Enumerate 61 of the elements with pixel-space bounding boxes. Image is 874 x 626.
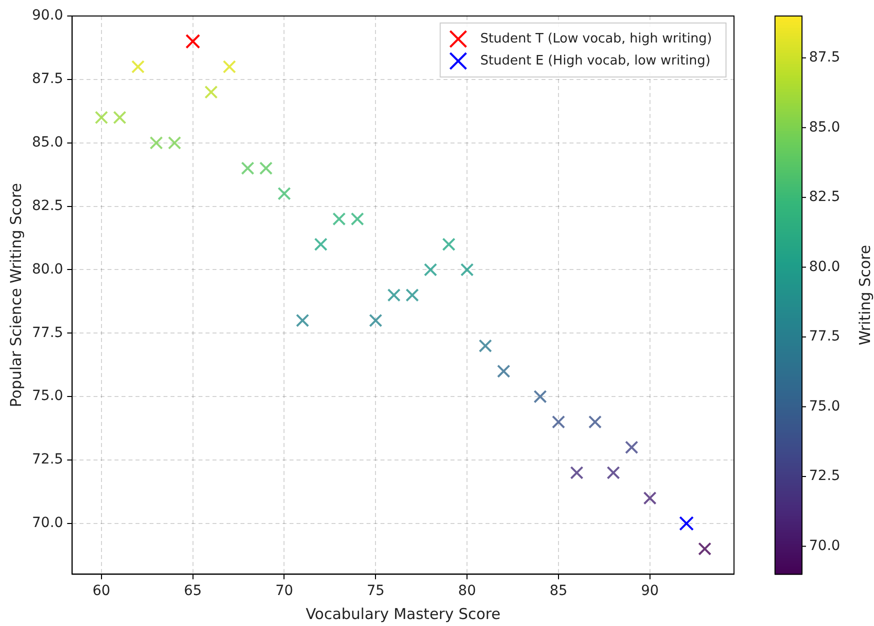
color-bar-label: 85.0 [809, 119, 840, 136]
point [478, 339, 492, 353]
point [534, 390, 547, 404]
point [369, 314, 382, 328]
point [314, 238, 328, 252]
x-tick-label: 80 [458, 583, 476, 600]
point [296, 314, 310, 328]
point [679, 516, 694, 531]
point [350, 212, 364, 226]
legend-label: Student T (Low vocab, high writing) [480, 31, 712, 46]
point [624, 440, 638, 454]
point [424, 263, 438, 276]
point [278, 186, 291, 200]
y-tick-label: 82.5 [32, 198, 64, 214]
y-tick-label: 77.5 [32, 324, 64, 341]
point [606, 466, 620, 480]
color-bar-label: 80.0 [809, 258, 840, 275]
point [168, 136, 182, 150]
color-bar-title: Writing Score [856, 244, 874, 346]
point [698, 542, 712, 556]
y-tick-label: 90.0 [32, 8, 64, 24]
color-bar-label: 75.0 [809, 398, 840, 414]
point [406, 288, 419, 302]
color-bar-label: 77.5 [809, 328, 840, 345]
color-bar-label: 87.5 [809, 50, 840, 66]
x-tick-label: 75 [366, 583, 385, 600]
point [496, 364, 510, 378]
color-bar-label: 72.5 [809, 468, 840, 484]
point [460, 263, 474, 276]
y-tick-label: 87.5 [32, 71, 64, 88]
point [387, 288, 401, 302]
x-tick-label: 60 [92, 583, 110, 600]
point [204, 85, 218, 99]
point [332, 212, 346, 226]
color-bar-label: 70.0 [809, 538, 840, 554]
x-tick-label: 90 [640, 583, 659, 600]
point [241, 162, 254, 175]
point [94, 110, 108, 124]
y-tick-label: 72.5 [32, 452, 64, 468]
color-bar-label: 82.5 [809, 189, 840, 206]
point [570, 466, 584, 480]
point [643, 491, 657, 505]
point [131, 60, 145, 74]
y-tick-label: 75.0 [32, 388, 64, 404]
point [259, 162, 273, 175]
y-axis-title: Popular Science Writing Score [6, 182, 25, 408]
x-axis-title: Vocabulary Mastery Score [306, 604, 500, 623]
x-tick-label: 65 [184, 583, 202, 600]
y-tick-label: 70.0 [32, 515, 64, 532]
point [588, 415, 602, 429]
point [185, 34, 200, 49]
point [150, 136, 163, 150]
point [442, 238, 456, 252]
point [222, 60, 236, 74]
legend-label: Student E (High vocab, low writing) [480, 53, 710, 68]
y-tick-label: 85.0 [32, 134, 64, 151]
y-tick-label: 80.0 [32, 261, 64, 278]
point [113, 110, 126, 124]
point [552, 415, 566, 429]
x-tick-label: 85 [550, 583, 568, 600]
x-tick-label: 70 [275, 583, 294, 600]
